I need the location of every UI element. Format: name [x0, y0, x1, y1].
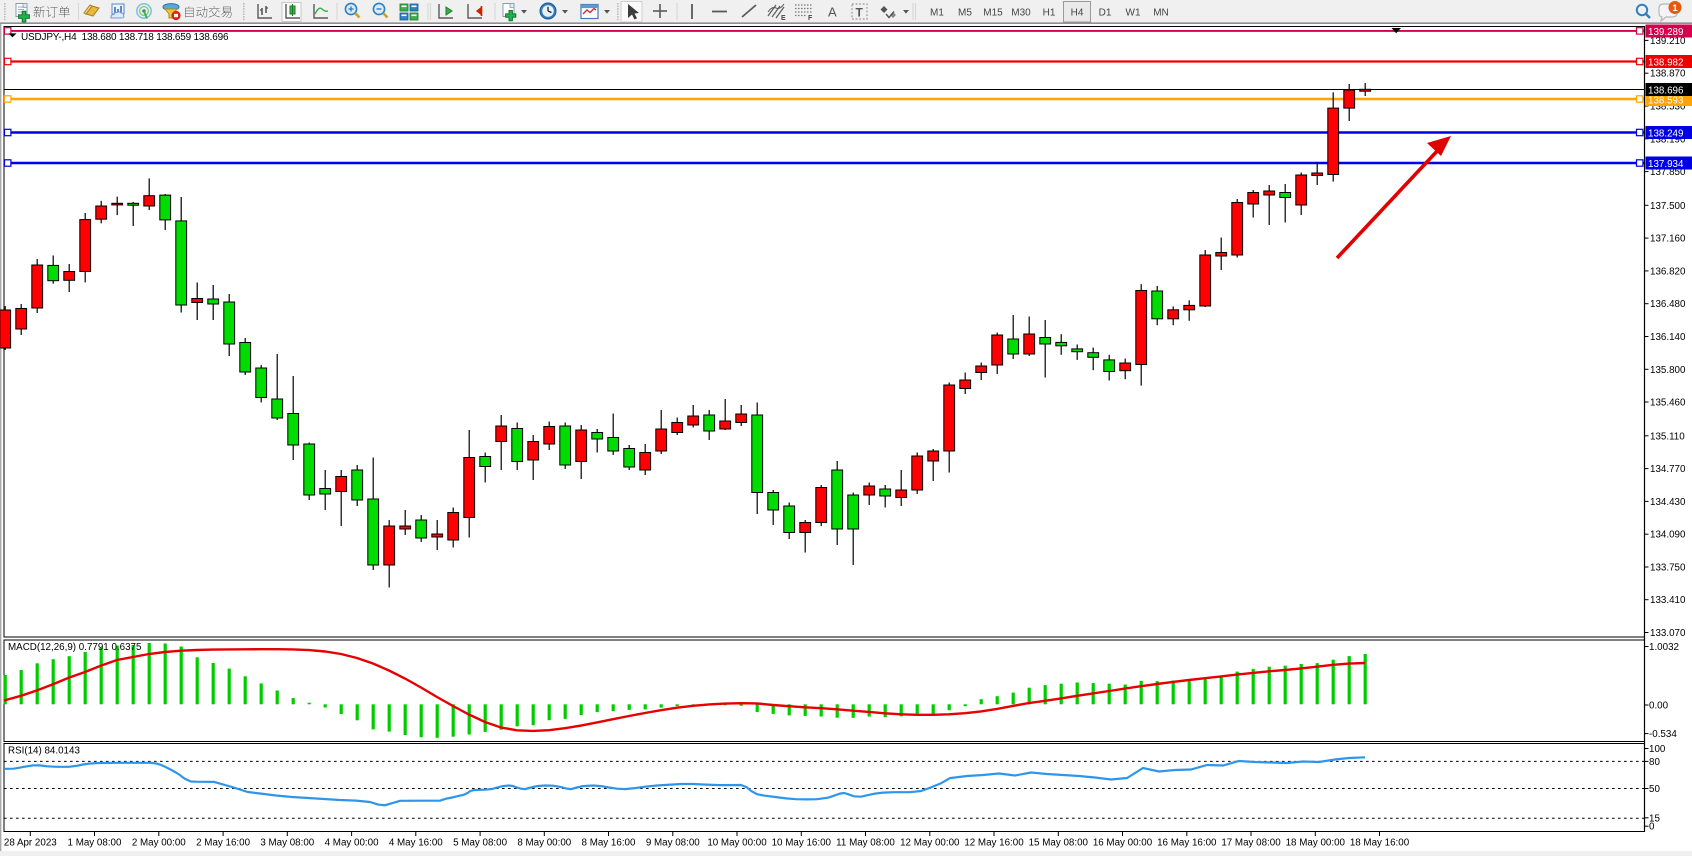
svg-text:-0.534: -0.534	[1649, 729, 1677, 740]
svg-text:15: 15	[1649, 813, 1660, 824]
svg-text:136.820: 136.820	[1650, 266, 1686, 277]
svg-text:1: 1	[1672, 3, 1678, 14]
svg-text:8 May 00:00: 8 May 00:00	[517, 838, 571, 849]
svg-text:138.249: 138.249	[1648, 128, 1683, 139]
svg-text:136.140: 136.140	[1650, 332, 1686, 343]
svg-text:135.460: 135.460	[1650, 398, 1686, 409]
svg-text:100: 100	[1649, 744, 1666, 755]
svg-text:139.289: 139.289	[1648, 27, 1683, 38]
svg-text:138.982: 138.982	[1648, 57, 1683, 68]
svg-text:1 May 08:00: 1 May 08:00	[68, 838, 122, 849]
svg-text:M30: M30	[1011, 8, 1031, 19]
svg-text:137.934: 137.934	[1648, 159, 1684, 170]
svg-text:80: 80	[1649, 757, 1660, 768]
svg-text:MN: MN	[1153, 8, 1169, 19]
svg-text:H1: H1	[1043, 8, 1056, 19]
svg-text:10 May 16:00: 10 May 16:00	[772, 838, 832, 849]
svg-text:12 May 16:00: 12 May 16:00	[964, 838, 1024, 849]
svg-text:D1: D1	[1099, 8, 1112, 19]
svg-text:134.430: 134.430	[1650, 497, 1686, 508]
svg-text:5 May 08:00: 5 May 08:00	[453, 838, 507, 849]
svg-text:138.870: 138.870	[1650, 69, 1686, 80]
svg-text:16 May 16:00: 16 May 16:00	[1157, 838, 1217, 849]
svg-text:F: F	[808, 15, 813, 22]
svg-text:134.770: 134.770	[1650, 464, 1686, 475]
svg-text:137.500: 137.500	[1650, 201, 1686, 212]
svg-text:MACD(12,26,9) 0.7791 0.6375: MACD(12,26,9) 0.7791 0.6375	[8, 642, 142, 653]
svg-text:0.00: 0.00	[1649, 701, 1669, 712]
svg-text:M5: M5	[958, 8, 972, 19]
svg-text:4 May 00:00: 4 May 00:00	[325, 838, 379, 849]
svg-text:138.696: 138.696	[1648, 85, 1684, 96]
svg-text:28 Apr 2023: 28 Apr 2023	[4, 838, 57, 849]
svg-text:135.800: 135.800	[1650, 365, 1686, 376]
svg-text:138.530: 138.530	[1650, 102, 1686, 113]
svg-text:M15: M15	[983, 8, 1003, 19]
svg-text:2 May 16:00: 2 May 16:00	[196, 838, 250, 849]
svg-text:137.160: 137.160	[1650, 234, 1686, 245]
svg-text:134.090: 134.090	[1650, 530, 1686, 541]
svg-text:H4: H4	[1071, 8, 1084, 19]
svg-text:138.593: 138.593	[1648, 95, 1684, 106]
svg-text:4 May 16:00: 4 May 16:00	[389, 838, 443, 849]
svg-text:50: 50	[1649, 784, 1660, 795]
svg-text:E: E	[781, 15, 786, 22]
svg-text:16 May 00:00: 16 May 00:00	[1093, 838, 1153, 849]
svg-text:M1: M1	[930, 8, 944, 19]
svg-text:137.850: 137.850	[1650, 167, 1686, 178]
svg-text:18 May 00:00: 18 May 00:00	[1286, 838, 1346, 849]
svg-text:138.190: 138.190	[1650, 134, 1686, 145]
svg-text:10 May 00:00: 10 May 00:00	[707, 838, 767, 849]
svg-text:9 May 08:00: 9 May 08:00	[646, 838, 700, 849]
svg-text:2 May 00:00: 2 May 00:00	[132, 838, 186, 849]
svg-text:133.750: 133.750	[1650, 563, 1686, 574]
svg-text:A: A	[828, 5, 837, 20]
svg-text:8 May 16:00: 8 May 16:00	[582, 838, 636, 849]
svg-text:1.0032: 1.0032	[1649, 642, 1679, 653]
svg-text:15 May 08:00: 15 May 08:00	[1029, 838, 1089, 849]
svg-text:18 May 16:00: 18 May 16:00	[1350, 838, 1410, 849]
svg-text:135.110: 135.110	[1650, 431, 1685, 442]
svg-text:3 May 08:00: 3 May 08:00	[260, 838, 314, 849]
svg-text:RSI(14) 84.0143: RSI(14) 84.0143	[8, 746, 80, 757]
svg-text:T: T	[856, 6, 864, 20]
svg-text:11 May 08:00: 11 May 08:00	[836, 838, 895, 849]
svg-text:12 May 00:00: 12 May 00:00	[900, 838, 960, 849]
svg-text:133.410: 133.410	[1650, 595, 1686, 606]
svg-text:133.070: 133.070	[1650, 628, 1686, 639]
svg-text:17 May 08:00: 17 May 08:00	[1221, 838, 1281, 849]
svg-text:USDJPY-,H4 138.680 138.718 13: USDJPY-,H4 138.680 138.718 138.659 138.6…	[21, 32, 229, 43]
svg-text:139.210: 139.210	[1650, 36, 1686, 47]
svg-text:136.480: 136.480	[1650, 299, 1686, 310]
svg-text:0: 0	[1649, 822, 1655, 833]
svg-text:W1: W1	[1126, 8, 1141, 19]
